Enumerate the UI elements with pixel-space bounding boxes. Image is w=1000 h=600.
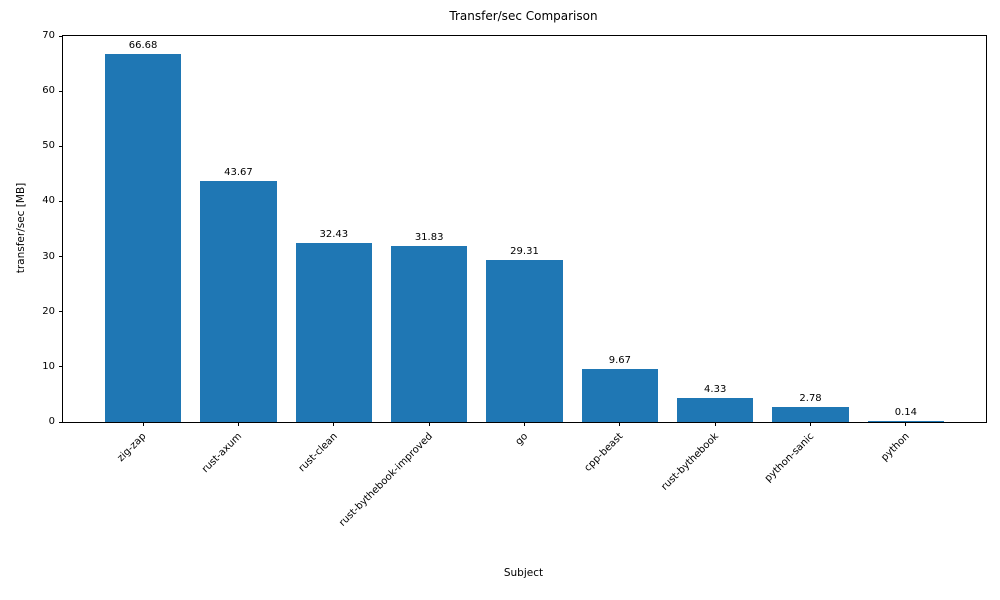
x-tick (428, 422, 430, 426)
bar-value-label: 43.67 (224, 167, 253, 179)
x-tick (714, 422, 716, 426)
x-tick-label: zig-zap (115, 431, 149, 465)
bar-value-label: 9.67 (608, 354, 631, 366)
bar (867, 421, 945, 422)
y-tick-label: 60 (42, 85, 55, 97)
y-tick (59, 366, 63, 368)
y-tick-label: 0 (48, 416, 55, 427)
y-tick (59, 256, 63, 258)
y-tick (59, 311, 63, 313)
bar-value-label: 2.78 (799, 392, 822, 404)
x-axis-label: Subject (503, 567, 544, 579)
bar (200, 181, 277, 422)
x-tick-label: python (879, 431, 912, 464)
bar (677, 398, 754, 422)
x-tick-label: rust-bythebook (659, 431, 721, 493)
bar (772, 406, 849, 422)
bar-value-label: 0.14 (894, 407, 918, 418)
bar (104, 54, 182, 422)
chart-title: Transfer/sec Comparison (449, 9, 598, 23)
y-tick (59, 421, 63, 423)
y-tick (59, 145, 63, 147)
y-tick (59, 200, 63, 202)
x-tick-label: rust-bythebook-improved (337, 431, 435, 529)
bar-value-label: 32.43 (319, 229, 349, 241)
x-tick (619, 422, 621, 426)
x-tick (142, 422, 144, 426)
y-tick-label: 50 (42, 140, 55, 152)
x-tick-label: go (513, 431, 531, 448)
x-tick-label: python-sanic (762, 431, 817, 485)
y-tick-label: 40 (42, 195, 55, 207)
bar-value-label: 31.83 (414, 232, 444, 244)
bar (486, 260, 563, 422)
plot-area: 0 10 20 30 40 50 60 70 66.68 zig-zap 43.67 rust-axu… (42, 30, 987, 529)
x-tick (237, 422, 239, 426)
bar-value-label: 4.33 (704, 384, 727, 396)
y-tick-label: 70 (42, 30, 55, 41)
bar-value-label: 29.31 (510, 246, 539, 258)
y-tick-label: 20 (42, 305, 55, 317)
x-tick (810, 422, 812, 426)
y-tick-label: 10 (42, 360, 55, 372)
y-tick (59, 35, 63, 37)
bar-value-label: 66.68 (128, 40, 158, 52)
x-tick (524, 422, 525, 426)
y-tick-label: 30 (42, 250, 55, 262)
x-tick (905, 422, 907, 426)
bar (295, 243, 372, 422)
x-tick-label: rust-clean (296, 431, 340, 475)
x-tick-label: cpp-beast (582, 431, 626, 474)
y-tick (59, 90, 63, 92)
bar (581, 368, 658, 422)
bar (391, 246, 468, 422)
x-tick-label: rust-axum (200, 431, 245, 476)
x-tick (333, 422, 335, 426)
